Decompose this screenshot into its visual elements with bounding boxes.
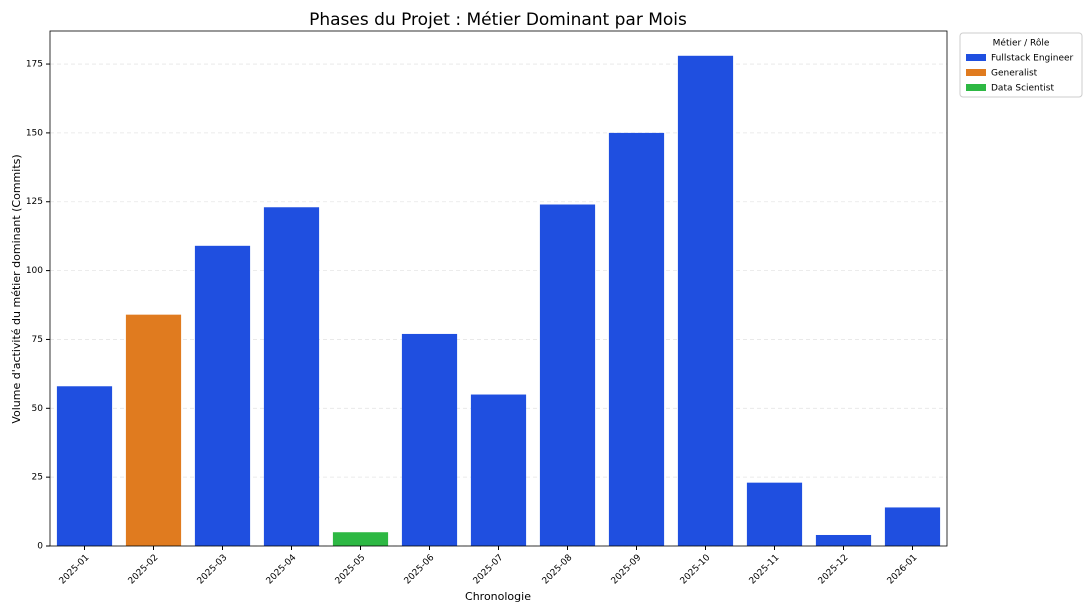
bar [332, 532, 389, 546]
legend-label: Fullstack Engineer [991, 54, 1074, 64]
x-axis-label: Chronologie [465, 590, 531, 603]
bar [884, 507, 941, 546]
legend: Métier / Rôle Fullstack Engineer Generali… [959, 32, 1083, 98]
bar [56, 386, 113, 546]
y-tick-label: 125 [26, 197, 43, 207]
x-tick-label: 2025-07 [472, 553, 506, 587]
legend-title: Métier / Rôle [993, 38, 1050, 49]
bar [194, 245, 251, 546]
legend-swatch [966, 69, 986, 76]
bar [539, 204, 596, 546]
legend-swatch [966, 84, 986, 91]
x-tick-label: 2025-03 [196, 553, 230, 587]
y-axis-label: Volume d'activité du métier dominant (Co… [10, 154, 23, 423]
legend-swatch [966, 54, 986, 61]
legend-label: Data Scientist [991, 84, 1054, 94]
y-tick-label: 50 [32, 404, 44, 414]
bar [125, 314, 182, 546]
x-tick-label: 2025-05 [334, 553, 368, 587]
y-tick-label: 25 [32, 473, 43, 483]
chart-title: Phases du Projet : Métier Dominant par M… [309, 10, 687, 30]
bar [401, 333, 458, 546]
plot-frame [49, 30, 948, 547]
bar [470, 394, 527, 546]
legend-label: Generalist [991, 69, 1038, 79]
bar [608, 132, 665, 547]
y-tick-label: 0 [37, 542, 43, 552]
x-tick-label: 2025-12 [817, 553, 851, 587]
x-tick-label: 2025-10 [679, 553, 713, 587]
y-tick-label: 75 [32, 335, 43, 345]
x-tick-label: 2025-09 [610, 553, 644, 587]
x-tick-label: 2026-01 [886, 553, 920, 587]
bar [815, 534, 872, 546]
x-tick-label: 2025-08 [541, 553, 575, 587]
x-tick-label: 2025-11 [748, 553, 782, 587]
x-tick-label: 2025-06 [403, 553, 437, 587]
x-tick-label: 2025-01 [58, 553, 92, 587]
bar [677, 55, 734, 546]
y-tick-label: 150 [26, 128, 43, 138]
bar [746, 482, 803, 546]
y-tick-label: 100 [26, 266, 43, 276]
y-tick-label: 175 [26, 60, 43, 70]
x-tick-label: 2025-02 [127, 553, 161, 587]
x-tick-label: 2025-04 [265, 553, 299, 587]
bar [263, 207, 320, 546]
legend-box [959, 32, 1083, 98]
